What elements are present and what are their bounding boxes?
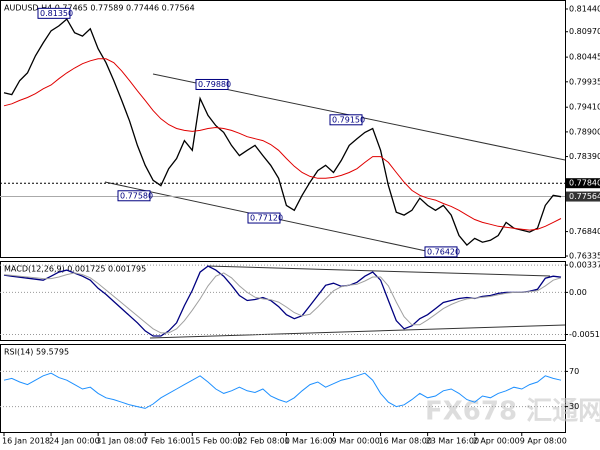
y-tick-label: 70 <box>569 367 579 376</box>
annotation-box <box>37 7 71 19</box>
y-tick-label: -0.005196 <box>569 330 600 339</box>
annotation-label: 0.79150 <box>332 115 365 124</box>
annotation-box <box>424 246 458 258</box>
last-price-label: 0.77564 <box>569 192 600 201</box>
y-tick-label: 0.78390 <box>569 152 600 161</box>
rsi-pane <box>0 344 566 433</box>
watermark: FX678 汇通网 <box>425 397 600 427</box>
series-line <box>3 58 562 231</box>
annotation-box <box>329 114 363 126</box>
pane-title: AUDUSD,H4 0.77465 0.77589 0.77446 0.7756… <box>4 4 195 13</box>
y-tick-label: 30 <box>569 402 579 411</box>
x-tick-label: 9 Apr 08:00 <box>520 437 567 446</box>
y-tick-label: 0.00 <box>569 288 587 297</box>
last-price-bg <box>566 191 600 202</box>
annotation-label: 0.77120 <box>250 214 283 223</box>
macd-trend-upper <box>206 265 551 277</box>
series-line <box>3 372 562 409</box>
y-tick-label: 0.78900 <box>569 127 600 136</box>
annotation-label: 0.79880 <box>198 80 231 89</box>
y-tick-label: 0.76840 <box>569 227 600 236</box>
y-tick-label: 0.00337 <box>569 261 600 270</box>
y-tick-label: 0.76335 <box>569 252 600 261</box>
annotation-box <box>247 212 281 224</box>
pane-title: RSI(14) 59.5795 <box>4 348 69 357</box>
annotation-label: 0.81350 <box>40 9 73 18</box>
x-tick-label: 7 Feb 16:00 <box>143 437 190 446</box>
y-tick-label: 0.81440 <box>569 4 600 13</box>
x-tick-label: 15 Feb 00:00 <box>190 437 242 446</box>
x-tick-label: 2 Apr 00:00 <box>473 437 520 446</box>
x-tick-label: 16 Mar 08:00 <box>379 437 432 446</box>
y-tick-label: 0.79935 <box>569 77 600 86</box>
x-tick-label: 24 Jan 00:00 <box>49 437 100 446</box>
y-tick-label: 0.80970 <box>569 27 600 36</box>
y-tick-label: 0.80445 <box>569 53 600 62</box>
x-tick-label: 1 Mar 16:00 <box>284 437 332 446</box>
annotation-label: 0.76420 <box>427 247 460 256</box>
level-label-bg <box>566 178 600 189</box>
macd-pane <box>0 261 566 341</box>
pane-title: MACD(12,26,9) 0.001725 0.001795 <box>4 265 146 274</box>
macd-trend-lower <box>149 324 566 339</box>
series-line <box>3 18 562 247</box>
x-tick-label: 22 Feb 08:00 <box>237 437 289 446</box>
annotation-box <box>195 78 229 90</box>
y-tick-label: 0.79410 <box>569 103 600 112</box>
x-tick-label: 23 Mar 16:00 <box>426 437 479 446</box>
annotation-box <box>117 190 151 202</box>
series-line <box>3 265 562 337</box>
series-line <box>3 272 562 334</box>
level-label: 0.77840 <box>569 179 600 188</box>
main-pane <box>0 0 566 258</box>
x-tick-label: 31 Jan 08:00 <box>96 437 147 446</box>
annotation-label: 0.77580 <box>120 191 153 200</box>
x-tick-label: 16 Jan 2018 <box>2 437 50 446</box>
x-tick-label: 9 Mar 00:00 <box>331 437 379 446</box>
